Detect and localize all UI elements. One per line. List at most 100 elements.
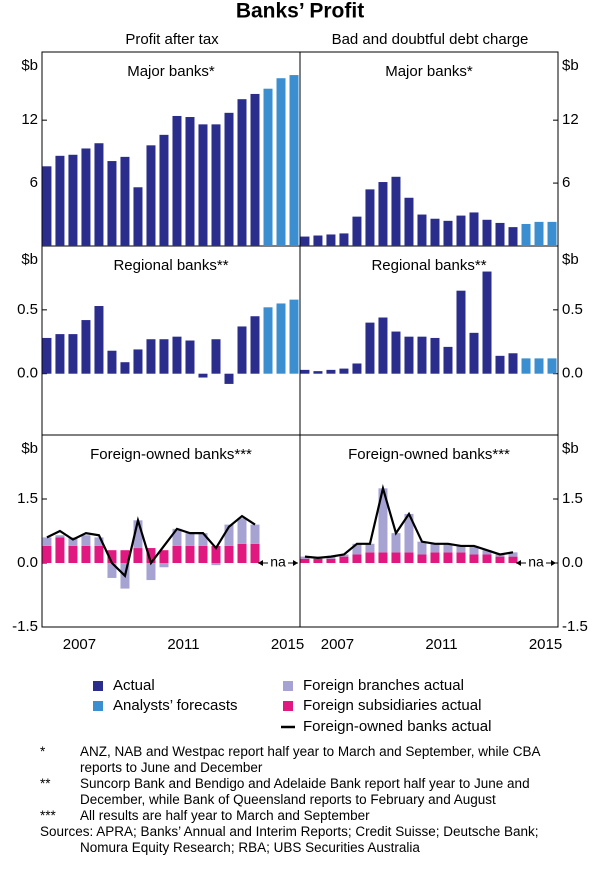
- bar: [339, 368, 349, 374]
- bar: [42, 337, 52, 374]
- bar: [94, 537, 104, 546]
- bar: [289, 299, 299, 374]
- bar: [417, 541, 427, 555]
- bar: [469, 545, 479, 555]
- bar: [430, 218, 440, 246]
- notes: * ANZ, NAB and Westpac report half year t…: [40, 744, 560, 856]
- total-line: [46, 514, 256, 578]
- bar: [263, 88, 273, 247]
- bar: [211, 545, 221, 563]
- y-tick-label: 12: [21, 111, 38, 128]
- bar: [443, 552, 453, 563]
- y-tick-label: -1.5: [562, 618, 588, 635]
- y-axis-label: $b: [21, 57, 38, 74]
- bar: [198, 533, 208, 546]
- bar: [55, 535, 65, 538]
- panel-title: Major banks*: [127, 63, 215, 80]
- total-line: [304, 483, 514, 559]
- bar: [326, 234, 336, 246]
- bar: [237, 99, 247, 247]
- bar: [250, 543, 260, 563]
- bar: [443, 543, 453, 553]
- bar: [378, 488, 388, 553]
- bar: [326, 369, 336, 374]
- bar: [159, 550, 169, 563]
- bar: [326, 558, 336, 563]
- panel-title: Major banks*: [385, 63, 473, 80]
- legend-swatch: [93, 701, 103, 711]
- bar: [224, 545, 234, 563]
- column-title: Bad and doubtful debt charge: [332, 31, 529, 48]
- bar: [146, 563, 156, 581]
- bar: [237, 518, 247, 544]
- bar: [250, 93, 260, 246]
- note-marker: ***: [40, 808, 56, 823]
- bar: [534, 358, 544, 374]
- note: * ANZ, NAB and Westpac report half year t…: [40, 744, 560, 776]
- x-tick-label: 2007: [63, 636, 96, 653]
- chart: Banks’ Profit Profit after tax Bad and d…: [12, 0, 588, 735]
- note-marker: *: [40, 744, 46, 759]
- bar: [339, 556, 349, 563]
- bar: [224, 112, 234, 246]
- sources-text: APRA; Banks’ Annual and Interim Reports;…: [80, 824, 539, 855]
- bar: [352, 216, 362, 246]
- sources: Sources: APRA; Banks’ Annual and Interim…: [40, 824, 560, 856]
- y-axis-label: $b: [21, 440, 38, 457]
- panel-title: Foreign-owned banks***: [90, 446, 252, 463]
- x-tick-label: 2011: [167, 636, 199, 653]
- bar: [547, 358, 557, 374]
- bar: [300, 558, 310, 563]
- chart-title: Banks’ Profit: [236, 0, 364, 23]
- bar: [391, 552, 401, 563]
- bar: [68, 537, 78, 546]
- bar: [55, 334, 65, 374]
- y-axis-label: $b: [562, 57, 579, 74]
- bar: [339, 233, 349, 246]
- bar: [300, 236, 310, 246]
- bar: [172, 336, 182, 374]
- y-axis-label: $b: [562, 251, 579, 268]
- bar: [120, 550, 130, 563]
- bar: [107, 350, 117, 374]
- y-tick-label: 0.0: [562, 554, 583, 571]
- x-tick-label: 2007: [321, 636, 354, 653]
- bar: [250, 316, 260, 374]
- x-tick-label: 2015: [529, 636, 562, 653]
- bar: [300, 369, 310, 374]
- bar: [521, 223, 531, 246]
- bar: [263, 307, 273, 374]
- bar: [508, 552, 518, 557]
- legend-label: Foreign branches actual: [303, 677, 464, 694]
- legend-swatch: [283, 701, 293, 711]
- panel-title: Foreign-owned banks***: [348, 446, 510, 463]
- sources-label: Sources:: [40, 824, 94, 839]
- column-title: Profit after tax: [125, 31, 219, 48]
- bar: [391, 176, 401, 246]
- bar: [42, 537, 52, 546]
- legend-swatch: [93, 681, 103, 691]
- bar: [133, 187, 143, 246]
- note-text: All results are half year to March and S…: [80, 808, 370, 823]
- bar: [172, 545, 182, 563]
- bar: [172, 115, 182, 247]
- y-tick-label: 1.5: [562, 490, 583, 507]
- bar: [250, 524, 260, 544]
- y-tick-label: 12: [562, 111, 579, 128]
- y-tick-label: 0.0: [562, 365, 583, 382]
- bar: [107, 161, 117, 246]
- y-axis-label: $b: [562, 440, 579, 457]
- annotation: na: [270, 554, 286, 570]
- y-tick-label: 6: [562, 174, 570, 191]
- bar: [430, 552, 440, 563]
- bar: [456, 215, 466, 246]
- y-axis-label: $b: [21, 251, 38, 268]
- bar: [469, 554, 479, 563]
- note: ** Suncorp Bank and Bendigo and Adelaide …: [40, 776, 560, 808]
- bar: [198, 373, 208, 378]
- bar: [211, 339, 221, 374]
- bar: [417, 214, 427, 246]
- bar: [495, 222, 505, 246]
- bar: [185, 533, 195, 546]
- bar: [352, 554, 362, 563]
